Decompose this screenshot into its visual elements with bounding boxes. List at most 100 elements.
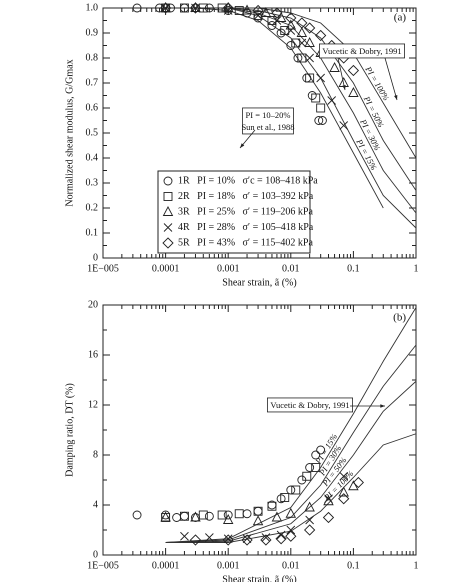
y-tick-label: 12 xyxy=(88,399,98,410)
point-square xyxy=(280,493,290,502)
point-circle xyxy=(314,116,324,125)
x-tick-label: 0.01 xyxy=(282,560,300,571)
point-triangle xyxy=(329,62,340,72)
point-diamond xyxy=(252,4,264,17)
arrow-head xyxy=(240,143,245,148)
point-square xyxy=(291,485,301,495)
point-square xyxy=(198,3,208,13)
legend-label: 5R PI = 43% σ′ = 115–402 kPa xyxy=(178,237,313,248)
point-square xyxy=(234,509,244,519)
y-tick-label: 0 xyxy=(93,549,98,560)
point-diamond xyxy=(222,534,234,546)
x-axis-label: Shear strain, ã (%) xyxy=(222,277,296,288)
point-square xyxy=(179,3,189,13)
point-diamond xyxy=(338,493,350,505)
point-triangle xyxy=(260,7,272,17)
x-axis-label: Shear strain, ã (%) xyxy=(222,574,296,582)
point-triangle xyxy=(304,501,315,512)
point-square xyxy=(280,26,290,35)
y-tick-label: 4 xyxy=(93,499,98,510)
point-circle xyxy=(286,41,296,50)
point-square xyxy=(267,16,277,25)
reference-curve xyxy=(165,380,417,543)
point-square xyxy=(163,192,173,201)
point-square xyxy=(161,3,171,13)
y-tick-label: 0.2 xyxy=(86,202,99,213)
point-diamond xyxy=(304,22,316,34)
point-circle xyxy=(132,3,142,13)
point-x xyxy=(223,6,233,15)
annotation: Vucetic & Dobry, 1991 xyxy=(322,46,401,56)
point-diamond xyxy=(304,524,316,536)
point-x xyxy=(205,533,214,542)
arrow-head xyxy=(380,404,385,408)
y-tick-label: 0.9 xyxy=(86,27,99,38)
point-circle xyxy=(307,91,317,100)
annotation-arrow xyxy=(337,57,346,91)
point-square xyxy=(316,103,326,113)
point-circle xyxy=(305,463,315,472)
point-diamond xyxy=(347,64,360,77)
point-triangle xyxy=(271,511,283,522)
point-circle xyxy=(163,176,173,186)
legend-label: 3R PI = 25% σ′ = 119–206 kPa xyxy=(178,206,313,217)
point-x xyxy=(223,534,233,544)
point-x xyxy=(305,53,314,63)
point-x xyxy=(163,223,173,232)
y-tick-label: 0.6 xyxy=(86,102,99,113)
legend-label: 4R PI = 28% σ′ = 105–418 kPa xyxy=(178,222,314,233)
x-tick-label: 1E−005 xyxy=(87,263,119,274)
point-square xyxy=(217,510,227,520)
point-x xyxy=(305,515,314,525)
point-triangle xyxy=(222,514,234,524)
point-x xyxy=(286,525,296,535)
point-x xyxy=(324,494,333,504)
point-diamond xyxy=(352,476,364,489)
x-tick-label: 0.1 xyxy=(347,263,360,274)
annotation: PI = 10–20% xyxy=(246,110,291,120)
point-triangle xyxy=(160,511,171,522)
point-triangle xyxy=(285,19,297,30)
x-tick-label: 1E−005 xyxy=(87,560,119,571)
point-diamond xyxy=(159,2,172,14)
reference-curve xyxy=(228,7,417,191)
annotation-box xyxy=(266,397,354,413)
x-tick-label: 0.001 xyxy=(217,263,240,274)
annotation-box xyxy=(318,43,406,59)
point-triangle xyxy=(190,511,201,522)
point-x xyxy=(339,471,349,481)
legend: 1R PI = 10% σ′c = 108–418 kPa 2R PI = 18%… xyxy=(157,170,318,254)
point-triangle xyxy=(241,4,253,15)
point-triangle xyxy=(338,486,349,497)
point-triangle xyxy=(275,12,287,22)
point-triangle xyxy=(162,206,174,216)
point-diamond xyxy=(241,534,253,546)
point-diamond xyxy=(275,533,287,545)
reference-curve xyxy=(228,7,417,159)
point-circle xyxy=(204,511,214,521)
arrow-head xyxy=(394,95,398,100)
point-triangle xyxy=(190,2,201,12)
point-square xyxy=(161,513,171,522)
point-triangle xyxy=(285,507,297,518)
point-diamond xyxy=(189,534,202,546)
x-tick-label: 0.0001 xyxy=(152,263,180,274)
y-tick-label: 0.7 xyxy=(86,77,99,88)
annotation: (b) xyxy=(393,312,406,324)
point-square xyxy=(267,501,277,511)
legend-label: 2R PI = 18% σ′ = 103–392 kPa xyxy=(178,191,314,202)
point-x xyxy=(327,96,337,105)
legend-label: 1R PI = 10% σ′c = 108–418 kPa xyxy=(178,175,318,186)
annotation-box xyxy=(242,107,294,135)
arrow-head xyxy=(342,85,346,90)
y-tick-label: 0.8 xyxy=(86,52,99,63)
point-x xyxy=(297,38,307,48)
annotation-arrow xyxy=(384,57,398,101)
point-square xyxy=(198,510,208,520)
point-diamond xyxy=(222,2,234,14)
point-circle xyxy=(317,116,327,125)
point-circle xyxy=(267,21,277,30)
point-x xyxy=(242,534,252,544)
point-diamond xyxy=(285,530,297,542)
y-tick-label: 1.0 xyxy=(86,2,99,13)
